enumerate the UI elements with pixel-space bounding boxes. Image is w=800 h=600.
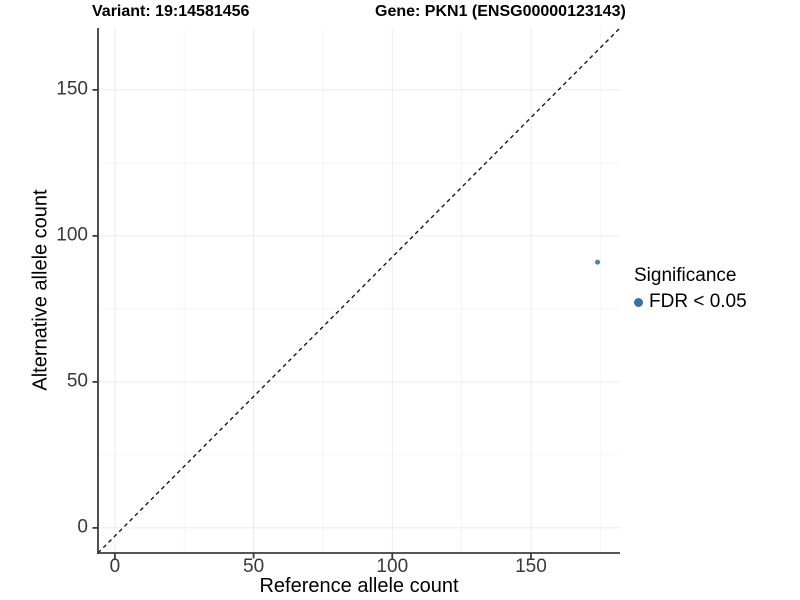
x-tick-label: 50 — [243, 556, 265, 577]
legend-item: FDR < 0.05 — [634, 291, 747, 313]
y-tick-label: 50 — [66, 370, 88, 392]
x-axis-label: Reference allele count — [259, 575, 459, 597]
legend: Significance FDR < 0.05 — [634, 265, 747, 313]
y-tick-label: 100 — [56, 224, 88, 246]
identity-line — [97, 28, 621, 554]
y-tick-label: 150 — [56, 78, 88, 100]
plot-title-variant: Variant: 19:14581456 — [92, 3, 250, 20]
x-tick-label: 0 — [109, 556, 121, 577]
x-tick-label: 150 — [515, 556, 547, 577]
data-point — [595, 259, 601, 265]
legend-item-label: FDR < 0.05 — [649, 291, 747, 312]
y-axis-label: Alternative allele count — [29, 189, 52, 391]
legend-point-icon — [634, 297, 643, 307]
x-tick-label: 100 — [376, 556, 409, 577]
plot-svg — [92, 28, 621, 559]
y-tick-label: 0 — [77, 516, 88, 538]
plot-title-gene: Gene: PKN1 (ENSG00000123143) — [375, 3, 626, 20]
legend-title: Significance — [634, 265, 737, 286]
